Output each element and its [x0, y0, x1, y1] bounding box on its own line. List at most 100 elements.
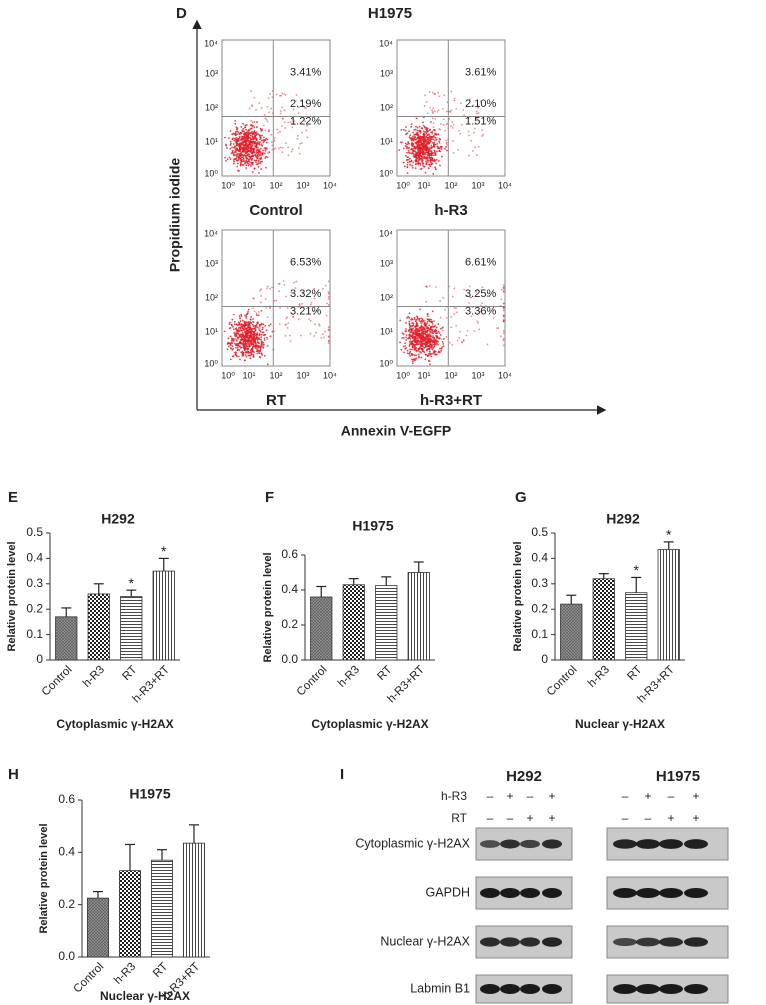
event-dot	[261, 143, 263, 145]
event-dot	[412, 148, 414, 150]
x-tick-label: RT	[625, 664, 644, 683]
event-dot	[260, 161, 262, 163]
y-tick-label: 10¹	[205, 326, 218, 336]
event-dot	[238, 324, 240, 326]
event-dot	[408, 334, 410, 336]
y-tick-label: 0.6	[281, 547, 298, 561]
event-dot	[238, 170, 240, 172]
event-dot	[251, 351, 253, 353]
event-dot	[255, 161, 257, 163]
event-dot	[239, 158, 241, 160]
event-dot	[287, 122, 289, 124]
event-dot	[228, 346, 230, 348]
event-dot	[432, 136, 434, 138]
event-dot	[436, 354, 438, 356]
x-axis-label: Cytoplasmic γ-H2AX	[56, 717, 173, 731]
dot-plot: 10⁰10⁰10¹10¹10²10²10³10³10⁴10⁴3.61%2.10%…	[379, 38, 512, 219]
event-dot	[229, 327, 231, 329]
event-dot	[426, 322, 428, 324]
event-dot	[241, 352, 243, 354]
event-dot	[500, 298, 502, 300]
blot-band	[684, 937, 708, 947]
event-dot	[409, 355, 411, 357]
event-dot	[462, 109, 464, 111]
event-dot	[253, 351, 255, 353]
blot-band	[520, 937, 540, 946]
event-dot	[260, 128, 262, 130]
event-dot	[415, 354, 417, 356]
event-dot	[433, 338, 435, 340]
event-dot	[431, 327, 433, 329]
event-dot	[417, 136, 419, 138]
event-dot	[430, 154, 432, 156]
event-dot	[452, 140, 454, 142]
y-tick-label: 0.3	[531, 576, 548, 590]
event-dot	[450, 91, 452, 93]
event-dot	[264, 334, 266, 336]
cell-line-label: H292	[506, 768, 542, 785]
event-dot	[418, 318, 420, 320]
event-dot	[257, 156, 259, 158]
event-dot	[257, 152, 259, 154]
event-dot	[424, 105, 426, 107]
event-dot	[256, 312, 258, 314]
event-dot	[434, 136, 436, 138]
plot-label: RT	[266, 392, 286, 409]
event-dot	[231, 319, 233, 321]
event-dot	[262, 342, 264, 344]
event-dot	[446, 111, 448, 113]
event-dot	[241, 159, 243, 161]
event-dot	[247, 130, 249, 132]
event-dot	[267, 316, 269, 318]
event-dot	[249, 357, 251, 359]
event-dot	[433, 126, 435, 128]
event-dot	[250, 342, 252, 344]
event-dot	[406, 159, 408, 161]
event-dot	[266, 338, 268, 340]
event-dot	[403, 337, 405, 339]
event-dot	[400, 129, 402, 131]
event-dot	[438, 141, 440, 143]
event-dot	[430, 139, 432, 141]
event-dot	[455, 325, 457, 327]
event-dot	[415, 156, 417, 158]
event-dot	[422, 141, 424, 143]
event-dot	[431, 163, 433, 165]
event-dot	[281, 151, 283, 153]
event-dot	[251, 330, 253, 332]
event-dot	[246, 343, 248, 345]
event-dot	[240, 314, 242, 316]
event-dot	[503, 287, 505, 289]
event-dot	[239, 136, 241, 138]
event-dot	[443, 118, 445, 120]
blot-band	[500, 888, 520, 898]
event-dot	[252, 135, 254, 137]
event-dot	[252, 318, 254, 320]
event-dot	[252, 337, 254, 339]
event-dot	[256, 353, 258, 355]
event-dot	[474, 146, 476, 148]
event-dot	[445, 146, 447, 148]
event-dot	[249, 140, 251, 142]
event-dot	[411, 358, 413, 360]
event-dot	[406, 146, 408, 148]
event-dot	[230, 344, 232, 346]
event-dot	[253, 298, 255, 300]
event-dot	[415, 350, 417, 352]
event-dot	[267, 345, 269, 347]
event-dot	[452, 127, 454, 129]
event-dot	[237, 153, 239, 155]
event-dot	[285, 296, 287, 298]
event-dot	[427, 330, 429, 332]
event-dot	[244, 315, 246, 317]
event-dot	[257, 322, 259, 324]
y-tick-label: 0.4	[281, 582, 298, 596]
y-tick-label: 0.1	[26, 627, 43, 641]
event-dot	[278, 290, 280, 292]
event-dot	[399, 320, 401, 322]
event-dot	[245, 317, 247, 319]
event-dot	[239, 315, 241, 317]
event-dot	[243, 348, 245, 350]
x-tick-label: 10⁴	[498, 370, 512, 380]
event-dot	[430, 329, 432, 331]
